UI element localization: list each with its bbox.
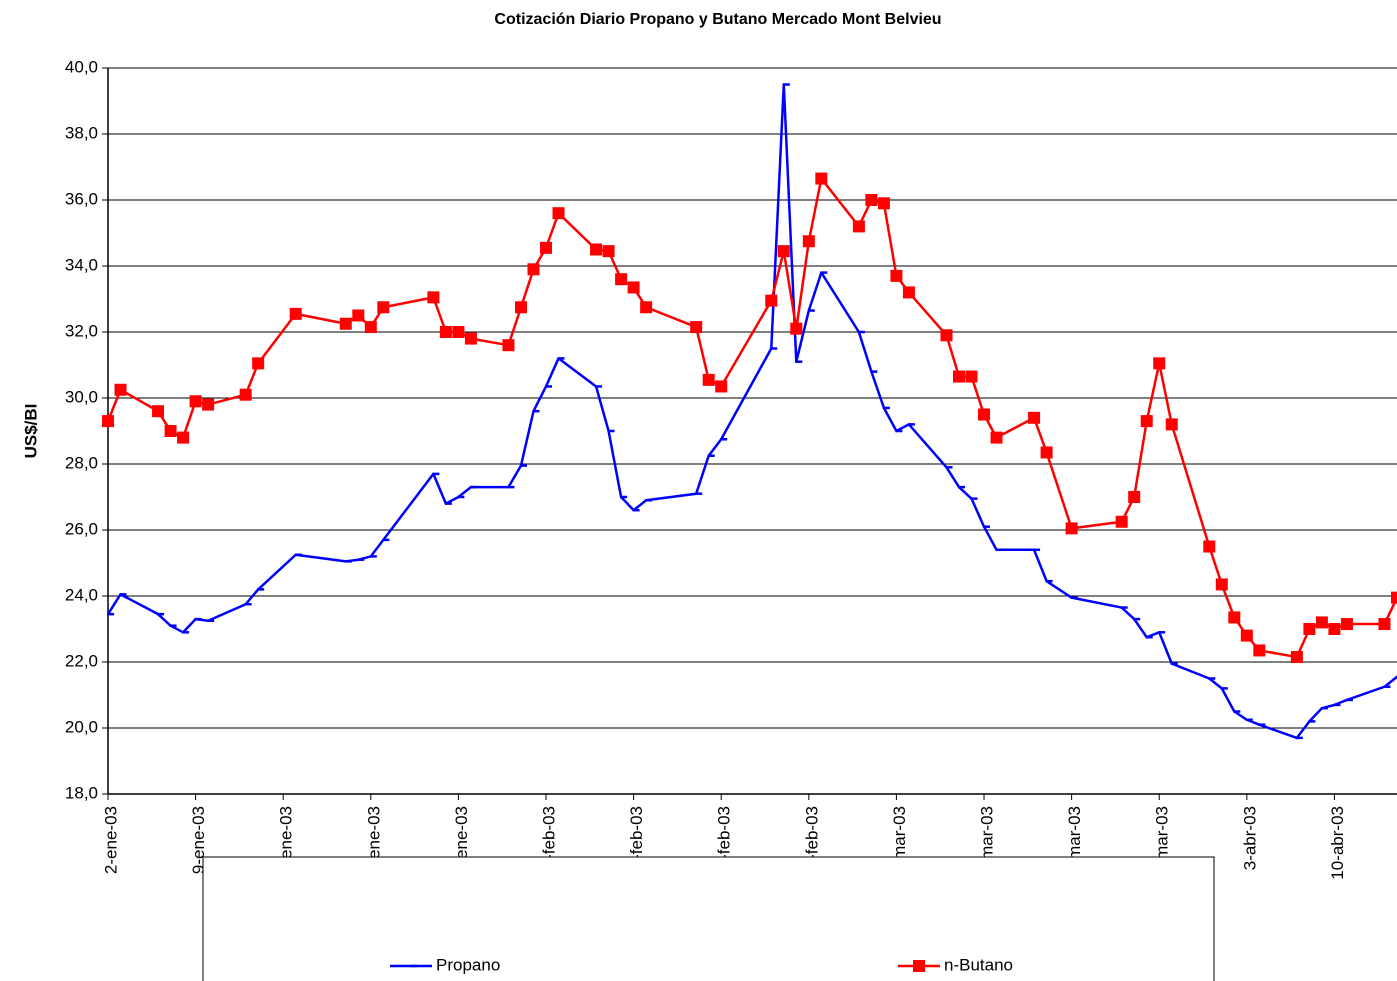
y-tick-label: 24,0 — [65, 585, 98, 604]
marker — [627, 281, 640, 294]
marker — [427, 291, 440, 304]
marker — [815, 172, 828, 185]
marker — [1290, 651, 1303, 664]
legend-box — [202, 856, 1215, 981]
marker — [1240, 629, 1253, 642]
y-tick-label: 18,0 — [65, 783, 98, 802]
marker — [1228, 611, 1241, 624]
marker — [790, 322, 803, 335]
marker — [1065, 522, 1078, 535]
marker — [690, 321, 703, 334]
marker — [439, 326, 452, 338]
y-tick-label: 20,0 — [65, 717, 98, 736]
marker — [890, 269, 903, 282]
marker — [1253, 644, 1266, 657]
x-tick-label: 2-ene-03 — [101, 806, 120, 874]
marker — [1340, 618, 1353, 631]
marker — [1140, 415, 1153, 428]
marker — [940, 329, 953, 342]
marker — [339, 317, 352, 330]
chart-title: Cotización Diario Propano y Butano Merca… — [494, 11, 941, 28]
y-tick-label: 36,0 — [65, 189, 98, 208]
marker — [913, 960, 925, 972]
marker — [464, 332, 477, 345]
marker — [377, 301, 390, 314]
marker — [1115, 515, 1128, 528]
marker — [1391, 591, 1397, 604]
y-tick-label: 34,0 — [65, 255, 98, 274]
marker — [289, 307, 302, 320]
marker — [1215, 578, 1228, 591]
marker — [1040, 446, 1053, 459]
marker — [990, 431, 1003, 444]
marker — [615, 273, 628, 286]
marker — [552, 207, 565, 220]
y-tick-label: 22,0 — [65, 651, 98, 670]
marker — [1203, 540, 1216, 553]
marker — [715, 380, 728, 393]
marker — [189, 395, 202, 408]
marker — [1165, 418, 1178, 431]
x-tick-label: 6-feb-03 — [539, 806, 558, 869]
marker — [152, 405, 165, 418]
marker — [502, 339, 515, 352]
y-tick-label: 32,0 — [65, 321, 98, 340]
series-line — [106, 83, 1397, 740]
y-tick-label: 28,0 — [65, 453, 98, 472]
marker — [1153, 357, 1166, 370]
marker — [352, 309, 365, 322]
marker — [877, 197, 890, 210]
marker — [602, 245, 615, 258]
marker — [452, 326, 465, 338]
marker — [1028, 411, 1041, 424]
marker — [252, 357, 265, 370]
marker — [1303, 623, 1316, 635]
marker — [239, 388, 252, 401]
series-line — [106, 177, 1397, 659]
marker — [1128, 491, 1141, 503]
marker — [865, 194, 878, 206]
marker — [114, 383, 127, 396]
marker — [102, 415, 114, 428]
marker — [364, 321, 377, 334]
marker — [1328, 623, 1341, 635]
marker — [802, 235, 815, 248]
marker — [590, 243, 603, 256]
x-tick-label: 3-abr-03 — [1240, 806, 1259, 870]
y-tick-label: 30,0 — [65, 387, 98, 406]
marker — [164, 425, 177, 437]
y-tick-label: 26,0 — [65, 519, 98, 538]
x-tick-label: 10-abr-03 — [1328, 806, 1347, 880]
marker — [514, 301, 527, 314]
marker — [952, 370, 965, 383]
marker — [978, 408, 991, 421]
marker — [965, 370, 978, 383]
marker — [540, 241, 553, 254]
marker — [852, 220, 865, 233]
y-tick-label: 38,0 — [65, 123, 98, 142]
marker — [1378, 618, 1391, 631]
legend-label: n-Butano — [944, 955, 1013, 974]
marker — [1315, 616, 1328, 629]
marker — [777, 245, 790, 258]
marker — [640, 301, 653, 314]
marker — [202, 398, 215, 411]
marker — [177, 431, 190, 444]
marker — [902, 286, 915, 299]
y-axis-label: US$/BI — [21, 404, 40, 459]
marker — [702, 373, 715, 386]
marker — [765, 294, 778, 307]
legend-label: Propano — [436, 955, 500, 974]
y-tick-label: 40,0 — [65, 57, 98, 76]
marker — [527, 263, 540, 276]
